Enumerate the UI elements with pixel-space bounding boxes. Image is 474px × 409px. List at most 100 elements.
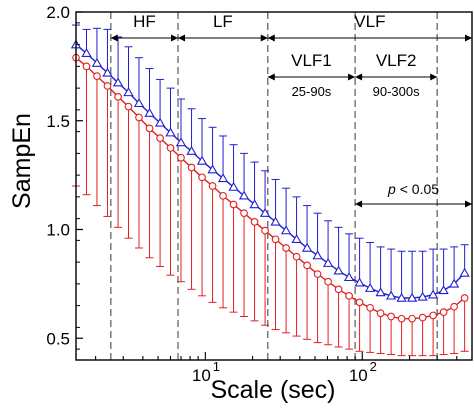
triangle-marker — [375, 287, 386, 297]
circle-marker — [135, 113, 143, 122]
triangle-marker — [259, 207, 271, 217]
error-bars — [72, 24, 469, 357]
y-tick-label: 2.0 — [46, 3, 70, 22]
circle-marker — [450, 302, 458, 311]
y-axis-title: SampEn — [8, 113, 36, 209]
circle-marker — [345, 291, 353, 300]
triangle-marker — [91, 57, 103, 67]
triangle-marker — [406, 292, 418, 302]
p-threshold: < 0.05 — [396, 181, 439, 197]
triangle-marker — [196, 155, 208, 165]
triangle-marker — [175, 137, 187, 147]
circle-marker — [114, 92, 122, 101]
circle-marker — [271, 235, 280, 244]
p-symbol: p — [387, 181, 396, 197]
band-annotations: HF LF VLF VLF1 25-90s VLF2 90-300s p < 0.05 — [110, 12, 472, 208]
circle-marker — [439, 308, 448, 317]
triangle-marker — [291, 233, 302, 243]
x-tick-exponent: 1 — [213, 359, 220, 374]
circle-marker — [313, 270, 322, 278]
y-tick-label: 0.5 — [46, 329, 70, 348]
circle-marker — [261, 226, 269, 235]
circle-marker — [229, 200, 238, 209]
circle-marker — [418, 313, 427, 322]
circle-marker — [187, 163, 196, 172]
circle-marker — [124, 102, 133, 111]
circle-marker — [408, 314, 416, 323]
circle-marker — [366, 303, 374, 312]
triangle-marker — [427, 289, 439, 299]
plot-area — [76, 12, 472, 360]
triangle-marker — [364, 282, 376, 292]
circle-marker — [156, 134, 164, 142]
triangle-marker — [312, 250, 323, 260]
triangle-marker — [280, 225, 292, 235]
triangle-marker — [385, 290, 397, 300]
band-label: LF — [213, 12, 233, 31]
x-tick-exponent: 2 — [370, 359, 377, 374]
band-arrow-head-right — [465, 34, 472, 42]
band-arrow-head-left — [355, 73, 363, 81]
triangle-marker — [144, 107, 155, 117]
band-arrow-head-right — [171, 34, 179, 42]
series-markers — [70, 39, 470, 323]
triangle-marker — [333, 265, 344, 275]
triangle-marker — [448, 278, 460, 288]
band-arrow-head-right — [430, 73, 438, 81]
circle-marker — [219, 191, 227, 200]
triangle-marker — [322, 257, 334, 267]
circle-marker — [250, 218, 259, 226]
triangle-marker — [438, 285, 449, 295]
circle-marker — [282, 244, 290, 252]
significance-label: p < 0.05 — [387, 181, 439, 197]
circle-marker — [303, 261, 311, 270]
band-arrow-head-left — [110, 34, 118, 42]
circle-marker — [103, 82, 112, 90]
circle-marker — [93, 72, 101, 81]
circle-marker — [240, 209, 248, 218]
band-dividers — [110, 12, 438, 360]
y-tick-label: 1.0 — [46, 221, 70, 240]
y-tick-label: 1.5 — [46, 112, 70, 131]
circle-marker — [82, 62, 91, 71]
band-arrow-head-left — [267, 34, 275, 42]
triangle-marker — [102, 67, 113, 77]
circle-marker — [324, 277, 332, 286]
band-arrow-head-right — [348, 73, 356, 81]
triangle-marker — [249, 199, 260, 209]
triangle-marker — [186, 145, 197, 155]
circle-marker — [429, 311, 437, 320]
band-arrow-head-left — [267, 73, 275, 81]
circle-marker — [387, 312, 395, 321]
x-tick-label: 10 — [349, 366, 368, 385]
band-label: VLF1 — [291, 51, 332, 70]
triangle-marker — [354, 277, 365, 287]
circle-marker — [460, 294, 469, 302]
triangle-marker — [417, 291, 428, 301]
circle-marker — [355, 298, 364, 307]
band-label: VLF2 — [376, 51, 417, 70]
band-label: VLF — [354, 12, 385, 31]
triangle-marker — [396, 292, 407, 302]
circle-marker — [292, 252, 301, 261]
circle-marker — [397, 314, 406, 323]
triangle-marker — [270, 216, 281, 226]
circle-marker — [166, 144, 175, 152]
circle-marker — [208, 182, 217, 190]
triangle-marker — [81, 48, 92, 58]
circle-marker — [177, 153, 185, 162]
axes: 0.51.01.52.010 1 10 2 — [46, 3, 473, 385]
triangle-marker — [301, 242, 313, 252]
triangle-marker — [154, 117, 166, 127]
band-arrow-head-right — [260, 34, 268, 42]
triangle-marker — [217, 173, 229, 183]
triangle-marker — [133, 98, 145, 108]
significance-arrow-head-left — [355, 200, 363, 208]
circle-marker — [376, 309, 385, 318]
triangle-marker — [112, 77, 124, 87]
band-range-label: 25-90s — [292, 84, 332, 99]
triangle-marker — [238, 190, 250, 200]
triangle-marker — [228, 181, 239, 191]
triangle-marker — [165, 127, 176, 137]
